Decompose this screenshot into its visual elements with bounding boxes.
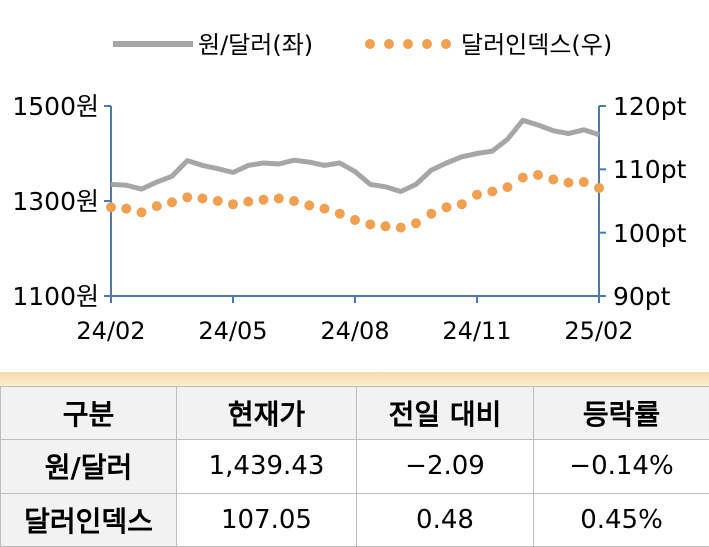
x-tick-24-05: 24/05: [198, 317, 267, 345]
cell-dollar-index-price: 107.05: [176, 492, 357, 547]
dollar-index-point: [502, 182, 513, 193]
dollar-index-point: [334, 208, 345, 219]
legend-dot: [365, 39, 375, 49]
legend-label-dollar-index: 달러인덱스(우): [461, 31, 612, 59]
legend-dot: [403, 39, 413, 49]
header-change-rate: 등락률: [533, 385, 709, 441]
dollar-index-point: [106, 202, 116, 213]
table-header-row: 구분 현재가 전일 대비 등락률: [0, 385, 709, 441]
dollar-index-point: [197, 193, 208, 204]
cell-dollar-index-change: 0.48: [356, 492, 534, 547]
legend-dot: [384, 39, 394, 49]
dollar-index-point: [517, 172, 528, 183]
x-tick-24-08: 24/08: [320, 317, 389, 345]
cell-krw-usd-rate: −0.14%: [533, 439, 709, 494]
dollar-index-point: [167, 197, 177, 208]
exchange-rate-chart: 원/달러(좌) 달러인덱스(우) 1500원 1300원 1100원 120pt…: [12, 31, 687, 345]
dollar-index-point: [212, 196, 223, 206]
row-label-dollar-index: 달러인덱스: [0, 492, 177, 547]
dollar-index-point: [243, 196, 254, 207]
dollar-index-point: [426, 208, 437, 219]
dollar-index-point: [548, 174, 559, 185]
series-dots-dollar-index: [106, 170, 604, 233]
dollar-index-point: [487, 186, 498, 197]
dollar-index-point: [304, 200, 315, 211]
table-row: 원/달러 1,439.43 −2.09 −0.14%: [0, 439, 709, 494]
dollar-index-point: [395, 222, 406, 233]
dollar-index-point: [258, 194, 269, 205]
x-tick-25-02: 25/02: [564, 317, 633, 345]
dollar-index-point: [228, 199, 238, 210]
header-current-price: 현재가: [176, 385, 357, 441]
dollar-index-point: [472, 189, 482, 200]
y-right-tick-100: 100pt: [613, 219, 687, 248]
chart-legend: 원/달러(좌) 달러인덱스(우): [113, 31, 612, 59]
dollar-index-point: [411, 218, 421, 229]
cell-dollar-index-rate: 0.45%: [533, 492, 709, 547]
axis-tick-marks: [104, 105, 606, 303]
y-right-tick-120: 120pt: [613, 92, 687, 121]
dollar-index-point: [182, 192, 193, 203]
dollar-index-point: [121, 203, 132, 214]
dollar-index-point: [456, 199, 467, 210]
dollar-index-point: [289, 196, 299, 206]
dollar-index-point: [441, 202, 452, 213]
y-left-tick-1100: 1100원: [12, 282, 99, 311]
series-line-krw-usd: [110, 117, 600, 194]
table-row: 달러인덱스 107.05 0.48 0.45%: [0, 492, 709, 547]
legend-label-krw-usd: 원/달러(좌): [198, 31, 313, 59]
legend-swatch-dollar-index: [365, 39, 451, 49]
dollar-index-point: [350, 215, 360, 225]
legend-dot: [422, 39, 432, 49]
y-right-tick-90: 90pt: [613, 282, 671, 311]
dollar-index-point: [136, 207, 147, 218]
summary-table: 구분 현재가 전일 대비 등락률 원/달러 1,439.43 −2.09 −0.…: [0, 385, 709, 547]
dollar-index-point: [273, 193, 284, 204]
y-right-tick-110: 110pt: [613, 155, 687, 184]
legend-dot: [441, 39, 451, 49]
header-daily-change: 전일 대비: [356, 385, 534, 441]
y-left-tick-1300: 1300원: [12, 187, 99, 216]
header-category: 구분: [0, 385, 177, 441]
cell-krw-usd-price: 1,439.43: [176, 439, 357, 494]
dollar-index-point: [594, 183, 604, 193]
dollar-index-point: [533, 170, 543, 180]
dollar-index-point: [365, 219, 376, 230]
cell-krw-usd-change: −2.09: [356, 439, 534, 494]
table-header-band: [0, 372, 709, 386]
dollar-index-point: [578, 177, 589, 187]
x-tick-24-02: 24/02: [76, 317, 145, 345]
row-label-krw-usd: 원/달러: [0, 439, 177, 494]
x-tick-24-11: 24/11: [442, 317, 511, 345]
dollar-index-point: [563, 177, 574, 188]
y-left-tick-1500: 1500원: [12, 92, 99, 121]
dollar-index-point: [151, 201, 162, 212]
dollar-index-point: [380, 221, 391, 232]
dollar-index-point: [319, 203, 330, 214]
